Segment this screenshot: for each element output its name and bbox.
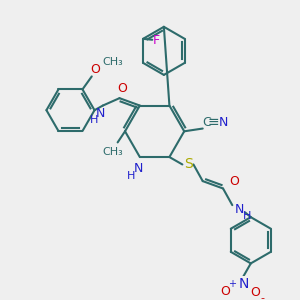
Text: O: O — [250, 286, 260, 299]
Text: S: S — [184, 158, 193, 172]
Text: O: O — [91, 62, 100, 76]
Text: F: F — [152, 34, 160, 47]
Text: CH₃: CH₃ — [103, 57, 124, 67]
Text: ≡: ≡ — [208, 115, 220, 129]
Text: O: O — [229, 175, 239, 188]
Text: CH₃: CH₃ — [103, 147, 123, 157]
Text: +: + — [228, 279, 236, 289]
Text: O: O — [117, 82, 127, 95]
Text: N: N — [218, 116, 228, 129]
Text: -: - — [261, 293, 265, 300]
Text: N: N — [235, 203, 244, 216]
Text: C: C — [202, 116, 211, 129]
Text: H: H — [89, 116, 98, 125]
Text: N: N — [95, 107, 105, 120]
Text: N: N — [238, 277, 249, 291]
Text: H: H — [126, 170, 135, 181]
Text: O: O — [220, 285, 230, 298]
Text: N: N — [133, 162, 143, 175]
Text: H: H — [243, 211, 251, 221]
